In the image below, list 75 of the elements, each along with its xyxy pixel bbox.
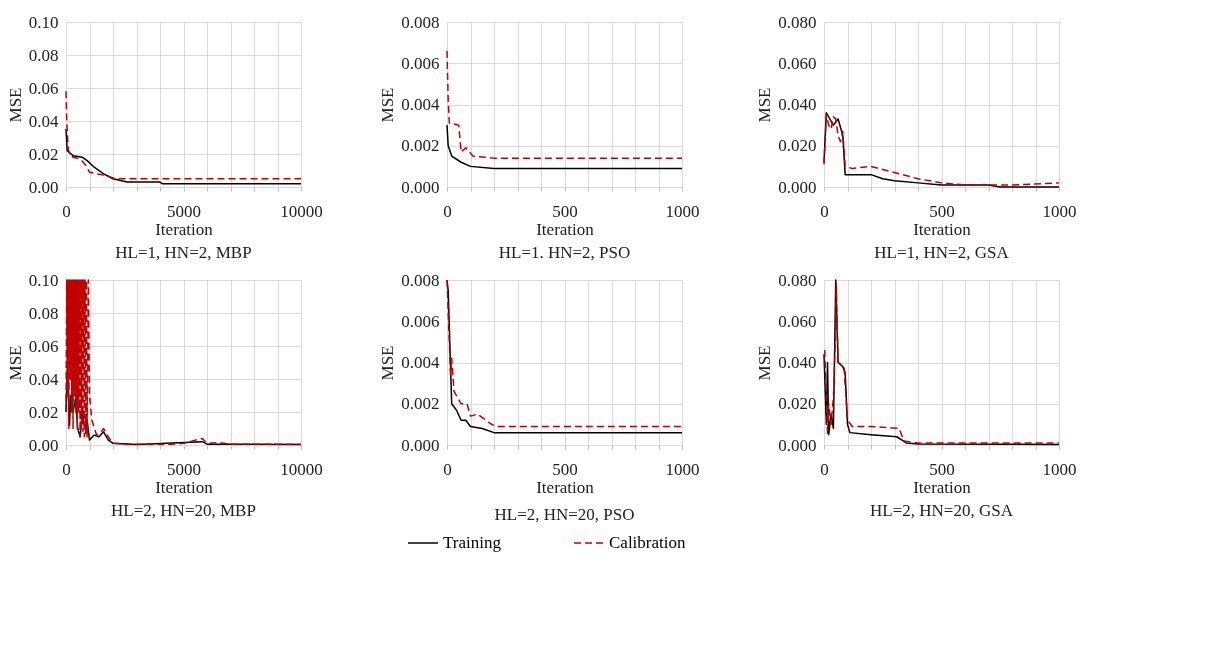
y-axis-title: MSE [755,345,775,381]
y-tick-label: 0.002 [401,136,440,156]
x-axis-title: Iteration [155,477,214,497]
y-tick-label: 0.00 [28,435,59,455]
x-tick-label: 500 [552,201,578,221]
y-tick-label: 0.04 [28,111,59,131]
y-tick-label: 0.10 [28,12,59,32]
x-tick-label: 1000 [1042,201,1077,221]
legend-label: Training [443,533,502,552]
x-tick-label: 0 [62,459,71,479]
y-tick-label: 0.002 [401,394,440,414]
x-tick-label: 0 [820,201,829,221]
y-tick-label: 0.060 [778,53,817,73]
y-tick-label: 0.04 [28,369,59,389]
y-tick-label: 0.06 [28,336,59,356]
y-tick-label: 0.02 [28,402,59,422]
text: HL=2, HN=20, GSA [870,501,1014,520]
x-axis-title: Iteration [536,477,595,497]
x-axis-title: Iteration [913,219,972,239]
y-axis-title: MSE [5,87,25,123]
line-series [65,279,302,445]
text: HL=1. HN=2, PSO [498,243,631,262]
x-tick-label: 0 [820,459,829,479]
x-tick-label: 10000 [280,459,323,479]
x-tick-label: 0 [443,201,452,221]
y-tick-label: 0.040 [778,95,817,114]
y-tick-label: 0.020 [778,136,817,156]
text: HL=2, HN=20, PSO [494,505,635,524]
y-tick-label: 0.040 [778,353,817,372]
y-axis-title: MSE [755,87,775,123]
y-tick-label: 0.000 [401,177,440,197]
y-tick-label: 0.08 [28,303,59,323]
x-tick-label: 0 [62,201,71,221]
x-axis-title: Iteration [536,219,595,239]
x-tick-label: 500 [552,459,578,479]
y-tick-label: 0.000 [778,435,817,455]
x-tick-label: 1000 [665,459,700,479]
x-tick-label: 500 [929,459,955,479]
x-axis-title: Iteration [913,477,972,497]
text: HL=1, HN=2, MBP [115,243,252,262]
y-tick-label: 0.020 [778,394,817,414]
y-tick-label: 0.02 [28,144,59,164]
x-tick-label: 500 [929,201,955,221]
y-tick-label: 0.008 [401,270,440,290]
x-tick-label: 10000 [280,201,323,221]
x-tick-label: 1000 [1042,459,1077,479]
y-tick-label: 0.00 [28,177,59,197]
y-tick-label: 0.08 [28,45,59,65]
x-tick-label: 1000 [665,201,700,221]
line-series [65,90,302,180]
x-tick-label: 5000 [167,201,201,221]
y-tick-label: 0.080 [778,12,817,32]
y-tick-label: 0.10 [28,270,59,290]
x-tick-label: 0 [443,459,452,479]
x-axis-title: Iteration [155,219,214,239]
y-axis-title: MSE [378,345,398,381]
line-series [446,50,683,159]
y-tick-label: 0.080 [778,270,817,290]
y-tick-label: 0.000 [401,435,440,455]
line-series [446,124,683,170]
y-tick-label: 0.06 [28,78,59,98]
text: HL=1, HN=2, GSA [874,243,1010,262]
y-tick-label: 0.004 [401,353,440,372]
y-tick-label: 0.008 [401,12,440,32]
text: HL=2, HN=20, MBP [111,501,256,520]
y-axis-title: MSE [5,345,25,381]
y-axis-title: MSE [378,87,398,123]
y-tick-label: 0.060 [778,311,817,331]
y-tick-label: 0.006 [401,311,440,331]
line-series [65,128,302,185]
x-tick-label: 5000 [167,459,201,479]
legend-label: Calibration [609,533,686,552]
y-tick-label: 0.000 [778,177,817,197]
y-tick-label: 0.006 [401,53,440,73]
y-tick-label: 0.004 [401,95,440,114]
